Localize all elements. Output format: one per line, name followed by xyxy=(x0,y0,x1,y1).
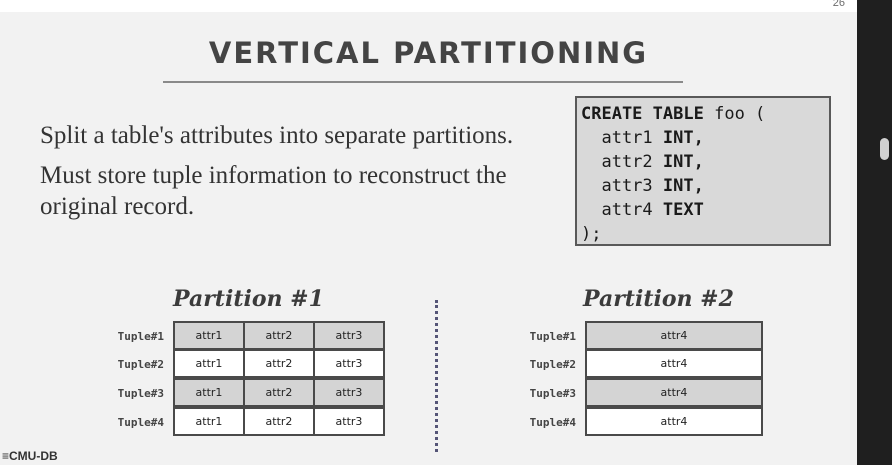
p1-row-label-2: Tuple#2 xyxy=(117,358,164,371)
p1-cell-3-3: attr3 xyxy=(313,378,385,407)
partition-1-title: Partition #1 xyxy=(173,286,324,312)
p1-row-label-1: Tuple#1 xyxy=(117,330,164,343)
partition-2-title: Partition #2 xyxy=(583,286,734,312)
p1-cell-3-1: attr1 xyxy=(173,378,245,407)
p1-cell-1-3: attr3 xyxy=(313,321,385,350)
sql-code-box: CREATE TABLE foo ( attr1 INT, attr2 INT,… xyxy=(575,96,831,246)
code-line-5: attr4 TEXT xyxy=(581,200,704,220)
p2-cell-3: attr4 xyxy=(585,378,763,407)
code-line-6: ); xyxy=(581,224,602,244)
p1-row-label-4: Tuple#4 xyxy=(117,416,164,429)
p2-cell-1: attr4 xyxy=(585,321,763,350)
p2-row-label-4: Tuple#4 xyxy=(529,416,576,429)
p2-cell-4: attr4 xyxy=(585,407,763,436)
p2-row-label-2: Tuple#2 xyxy=(529,358,576,371)
page-number: 26 xyxy=(832,0,845,9)
cmu-db-logo: ≡CMU-DB xyxy=(2,449,58,463)
p1-cell-2-1: attr1 xyxy=(173,349,245,378)
p1-cell-4-2: attr2 xyxy=(243,407,315,436)
code-line-2: attr1 INT, xyxy=(581,128,704,148)
slide-title: VERTICAL PARTITIONING xyxy=(208,36,649,70)
p1-cell-4-3: attr3 xyxy=(313,407,385,436)
p1-row-label-3: Tuple#3 xyxy=(117,387,164,400)
p1-cell-4-1: attr1 xyxy=(173,407,245,436)
bullet-list: Split a table's attributes into separate… xyxy=(40,120,520,231)
partition-divider xyxy=(435,300,438,452)
top-bar: 26 xyxy=(0,0,857,12)
code-line-4: attr3 INT, xyxy=(581,176,704,196)
p1-cell-3-2: attr2 xyxy=(243,378,315,407)
p1-cell-1-1: attr1 xyxy=(173,321,245,350)
code-line-1: CREATE TABLE foo ( xyxy=(581,104,766,124)
p2-row-label-1: Tuple#1 xyxy=(529,330,576,343)
p1-cell-2-2: attr2 xyxy=(243,349,315,378)
p1-cell-1-2: attr2 xyxy=(243,321,315,350)
p2-cell-2: attr4 xyxy=(585,349,763,378)
code-line-3: attr2 INT, xyxy=(581,152,704,172)
bullet-1: Split a table's attributes into separate… xyxy=(40,122,514,149)
bullet-2: Must store tuple information to reconstr… xyxy=(40,162,507,220)
p2-row-label-3: Tuple#3 xyxy=(529,387,576,400)
slide: 26 VERTICAL PARTITIONING Split a table's… xyxy=(0,0,857,465)
p1-cell-2-3: attr3 xyxy=(313,349,385,378)
title-underline xyxy=(163,81,683,83)
scrollbar-thumb[interactable] xyxy=(880,138,889,160)
